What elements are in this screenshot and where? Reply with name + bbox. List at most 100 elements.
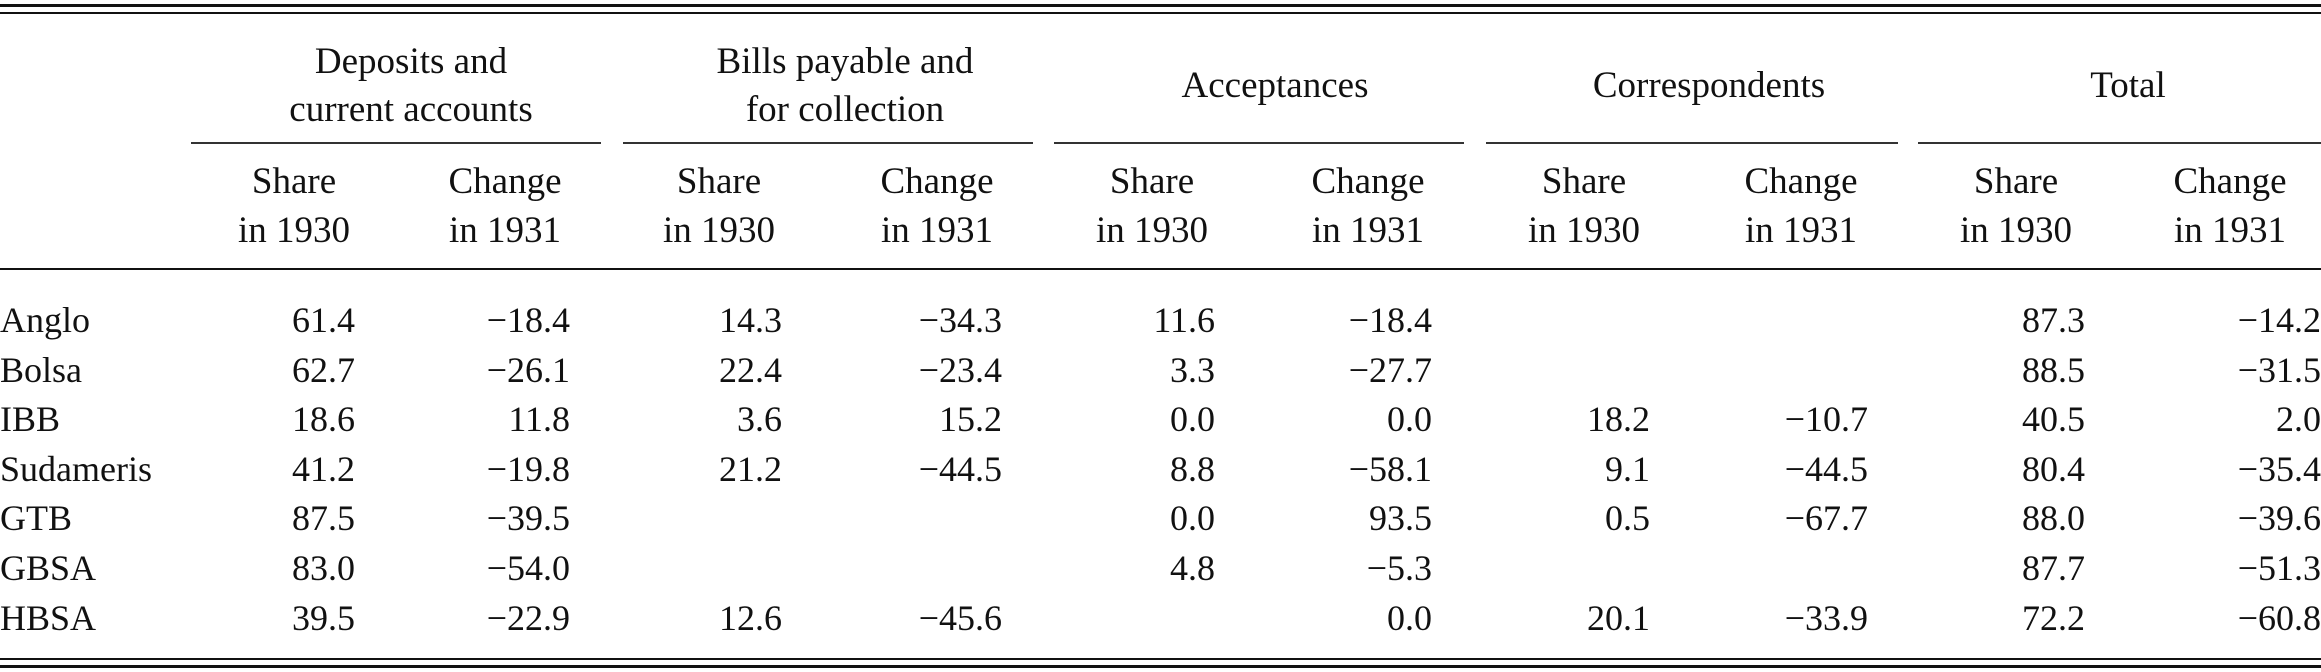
change-cell: 0.0 [1387, 399, 1432, 440]
share-cell: 87.7 [2022, 547, 2085, 588]
share-cell: 88.5 [2022, 349, 2085, 390]
subheader-line: Change [1744, 161, 1858, 202]
share-cell: 21.2 [719, 448, 782, 489]
share-cell: 0.0 [1170, 498, 1215, 539]
change-cell [1650, 296, 1868, 346]
table-row: Sudameris 41.2 −19.8 21.2 −44.5 8.8 −58.1 9.1 −4… [0, 445, 2321, 495]
subheader-share: Share in 1930 [1916, 157, 2116, 255]
table-row: Anglo 61.4 −18.4 14.3 −34.3 11.6 −18.4 87.3 −14.… [0, 296, 2321, 346]
group-header-deposits: Deposits and current accounts [206, 38, 616, 134]
share-cell: 18.2 [1587, 399, 1650, 440]
subheader-line: in 1931 [2173, 210, 2287, 251]
group-header-total: Total [2090, 65, 2166, 106]
subheader-change: Change in 1931 [1268, 157, 1468, 255]
subheader-line: in 1931 [1311, 210, 1425, 251]
share-cell: 61.4 [292, 300, 355, 340]
subheader-share: Share in 1930 [1484, 157, 1684, 255]
change-cell: −33.9 [1784, 597, 1868, 638]
table-row: IBB 18.6 11.8 3.6 15.2 0.0 0.0 18.2 −10.7 40.5 2.0 [0, 395, 2321, 445]
subheader-line: Share [1109, 161, 1195, 202]
group-header-bills: Bills payable and for collection [640, 38, 1050, 134]
change-cell: −31.5 [2237, 349, 2321, 390]
subheader-line: Change [1311, 161, 1425, 202]
row-label: Anglo [0, 300, 90, 340]
change-cell: −22.9 [486, 597, 570, 638]
group-header-line: Bills payable and [716, 41, 974, 82]
subheader-line: Share [676, 161, 762, 202]
subheader-line: in 1930 [1959, 210, 2073, 251]
subheader-line: Change [880, 161, 994, 202]
share-cell: 18.6 [292, 399, 355, 440]
share-cell: 12.6 [719, 597, 782, 638]
share-cell: 9.1 [1605, 448, 1650, 489]
group-underline [1918, 142, 2321, 144]
share-cell [570, 494, 782, 544]
table-row: HBSA 39.5 −22.9 12.6 −45.6 0.0 20.1 −33.9 72.2 −6… [0, 594, 2321, 644]
subheader-share: Share in 1930 [194, 157, 394, 255]
share-cell: 3.3 [1170, 349, 1215, 390]
group-underline [623, 142, 1033, 144]
share-cell: 87.5 [292, 498, 355, 539]
group-underline [191, 142, 601, 144]
change-cell: −67.7 [1784, 498, 1868, 539]
share-cell [1432, 544, 1650, 594]
change-cell: −39.6 [2237, 498, 2321, 539]
share-cell [570, 544, 782, 594]
subheader-line: Change [448, 161, 562, 202]
subheader-line: in 1931 [880, 210, 994, 251]
share-cell: 88.0 [2022, 498, 2085, 539]
subheader-share: Share in 1930 [1052, 157, 1252, 255]
subheader-change: Change in 1931 [2130, 157, 2321, 255]
change-cell: −18.4 [1348, 300, 1432, 340]
change-cell: 93.5 [1369, 498, 1432, 539]
change-cell: 11.8 [508, 399, 570, 440]
subheader-line: in 1931 [448, 210, 562, 251]
top-rule-inner [0, 12, 2321, 14]
subheader-line: Change [2173, 161, 2287, 202]
change-cell: −39.5 [486, 498, 570, 539]
subheader-line: Share [1973, 161, 2059, 202]
share-cell: 41.2 [292, 448, 355, 489]
change-cell: −19.8 [486, 448, 570, 489]
share-cell: 39.5 [292, 597, 355, 638]
data-table-body: Anglo 61.4 −18.4 14.3 −34.3 11.6 −18.4 87.3 −14.… [0, 296, 2321, 643]
table-row: GTB 87.5 −39.5 0.0 93.5 0.5 −67.7 88.0 −39.6 [0, 494, 2321, 544]
share-cell: 14.3 [719, 300, 782, 340]
change-cell: −54.0 [486, 547, 570, 588]
subheader-share: Share in 1930 [619, 157, 819, 255]
data-table: Anglo 61.4 −18.4 14.3 −34.3 11.6 −18.4 87.3 −14.… [0, 296, 2321, 643]
change-cell: −60.8 [2237, 597, 2321, 638]
change-cell: −14.2 [2237, 300, 2321, 340]
change-cell: −45.6 [918, 597, 1002, 638]
subheader-line: in 1930 [1527, 210, 1641, 251]
change-cell: −34.3 [918, 300, 1002, 340]
row-label: GBSA [0, 547, 97, 588]
row-label: IBB [0, 399, 61, 440]
change-cell: −35.4 [2237, 448, 2321, 489]
subheader-change: Change in 1931 [405, 157, 605, 255]
subheader-line: Share [251, 161, 337, 202]
table-row: Bolsa 62.7 −26.1 22.4 −23.4 3.3 −27.7 88.5 −31.5 [0, 346, 2321, 396]
row-label: Sudameris [0, 448, 152, 489]
change-cell: 15.2 [939, 399, 1002, 440]
subheader-line: in 1930 [1095, 210, 1209, 251]
bottom-rule-inner [0, 658, 2321, 660]
group-header-line: Deposits and [314, 41, 508, 82]
subheader-line: in 1931 [1744, 210, 1858, 251]
share-cell [1432, 296, 1650, 346]
share-cell: 0.5 [1605, 498, 1650, 539]
top-rule [0, 4, 2321, 7]
share-cell: 0.0 [1170, 399, 1215, 440]
share-cell: 83.0 [292, 547, 355, 588]
group-underline [1054, 142, 1464, 144]
group-underline [1486, 142, 1898, 144]
table-row: GBSA 83.0 −54.0 4.8 −5.3 87.7 −51.3 [0, 544, 2321, 594]
change-cell: −58.1 [1348, 448, 1432, 489]
change-cell: −51.3 [2237, 547, 2321, 588]
share-cell: 4.8 [1170, 547, 1215, 588]
change-cell [782, 494, 1002, 544]
header-rule [0, 268, 2321, 270]
change-cell: 0.0 [1387, 597, 1432, 638]
row-label: GTB [0, 498, 72, 539]
